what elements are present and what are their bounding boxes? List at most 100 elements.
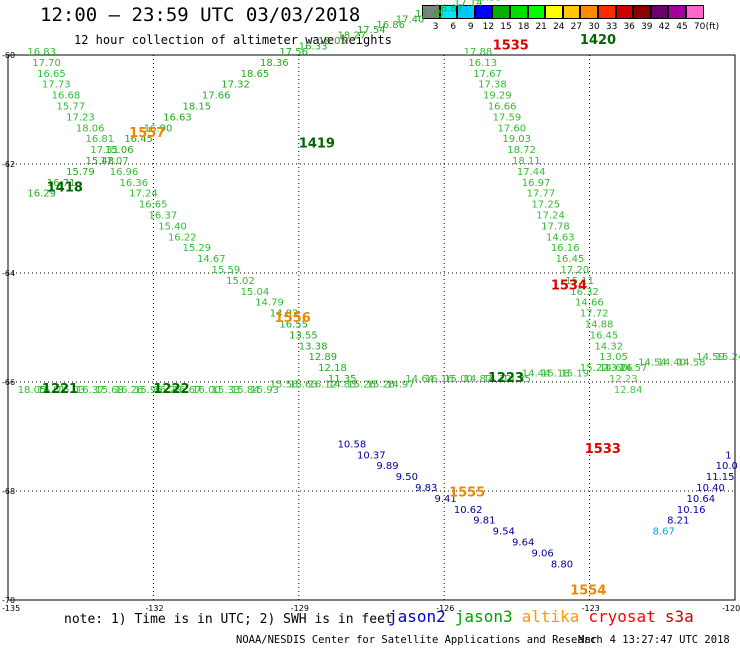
swh-value: 18.11 bbox=[512, 156, 541, 167]
swh-value: 15.93 bbox=[250, 385, 279, 396]
pass-time-label: 1223 bbox=[488, 371, 524, 386]
swh-value: 16.16 bbox=[551, 243, 580, 254]
map-title: 12:00 — 23:59 UTC 03/03/2018 bbox=[40, 4, 361, 26]
swh-value: 17.44 bbox=[517, 167, 546, 178]
colorbar-swatch bbox=[510, 5, 528, 19]
swh-value: 19.03 bbox=[502, 134, 531, 145]
swh-value: 15.95 bbox=[134, 385, 163, 396]
swh-value: 14.67 bbox=[197, 254, 226, 265]
swh-value: 16.22 bbox=[168, 232, 197, 243]
swh-value: 17.70 bbox=[32, 58, 61, 69]
colorbar-label: 9 bbox=[467, 22, 474, 32]
swh-value: 8.21 bbox=[667, 516, 689, 527]
swh-value: 9.50 bbox=[396, 472, 418, 483]
satellite-legend: jason2 jason3 altika cryosat s3a bbox=[388, 607, 694, 626]
swh-value: 16.37 bbox=[76, 385, 105, 396]
swh-value: 15.77 bbox=[56, 102, 85, 113]
swh-value: 14.72 bbox=[483, 374, 512, 385]
colorbar-swatch bbox=[686, 5, 704, 19]
swh-value: 17.23 bbox=[66, 112, 95, 123]
map-frame bbox=[7, 54, 736, 601]
legend-altika: altika bbox=[521, 607, 580, 626]
swh-value: 11.35 bbox=[328, 374, 357, 385]
swh-value: 16.00 bbox=[192, 385, 221, 396]
swh-value: 17.32 bbox=[221, 80, 250, 91]
pass-time-label: 1557 bbox=[129, 126, 165, 141]
swh-value: 9.64 bbox=[512, 538, 534, 549]
swh-value: 14.54 bbox=[638, 358, 667, 369]
pass-time-label: 1418 bbox=[47, 180, 83, 195]
swh-value: 14.40 bbox=[657, 358, 686, 369]
pass-time-label: 1535 bbox=[493, 39, 529, 54]
swh-value: 19.29 bbox=[483, 91, 512, 102]
swh-value: 15.58 bbox=[270, 379, 299, 390]
swh-value: 15.02 bbox=[226, 276, 255, 287]
swh-value: 17.40 bbox=[396, 14, 425, 25]
swh-value: 15.79 bbox=[66, 167, 95, 178]
swh-value: 16.29 bbox=[27, 189, 56, 200]
swh-value: 16.63 bbox=[163, 112, 192, 123]
colorbar-label: 45 bbox=[676, 22, 688, 32]
swh-value: 15.19 bbox=[561, 369, 590, 380]
swh-value: 14.97 bbox=[386, 379, 415, 390]
swh-value: 17.67 bbox=[473, 69, 502, 80]
swh-value: 1 bbox=[725, 450, 731, 461]
swh-value: 16.67 bbox=[173, 385, 202, 396]
swh-value: 17.66 bbox=[202, 91, 231, 102]
swh-value: 9.54 bbox=[493, 527, 515, 538]
swh-value: 17.88 bbox=[464, 47, 493, 58]
swh-value: 17.20 bbox=[561, 265, 590, 276]
swh-value: 12.23 bbox=[609, 374, 638, 385]
swh-value: 14.60 bbox=[599, 363, 628, 374]
colorbar-swatch bbox=[650, 5, 669, 19]
swh-value: 10.0 bbox=[716, 461, 738, 472]
swh-value: 16.65 bbox=[139, 200, 168, 211]
swh-value: 10.37 bbox=[357, 450, 386, 461]
pass-time-label: 1419 bbox=[299, 137, 335, 152]
swh-value: 15.63 bbox=[289, 379, 318, 390]
colorbar-swatch bbox=[545, 5, 563, 19]
swh-value: 17.24 bbox=[536, 211, 565, 222]
swh-value: 8.67 bbox=[653, 527, 675, 538]
swh-value: 13.38 bbox=[299, 341, 328, 352]
swh-value: 17.78 bbox=[541, 221, 570, 232]
colorbar-label: 24 bbox=[553, 22, 565, 32]
swh-value: 16.90 bbox=[144, 123, 173, 134]
colorbar-label: 30 bbox=[588, 22, 600, 32]
credit-text: NOAA/NESDIS Center for Satellite Applica… bbox=[236, 634, 603, 646]
swh-value: 9.89 bbox=[376, 461, 398, 472]
colorbar-label: (ft) bbox=[705, 22, 720, 32]
pass-time-label: 1221 bbox=[42, 382, 78, 397]
swh-value: 14.83 bbox=[270, 309, 299, 320]
swh-value: 18.05 bbox=[18, 385, 47, 396]
swh-value: 12.84 bbox=[614, 385, 643, 396]
swh-value: 17.77 bbox=[527, 189, 556, 200]
lon-label: -120 bbox=[722, 604, 740, 613]
swh-value: 15.24 bbox=[716, 352, 740, 363]
map-subtitle: 12 hour collection of altimeter wave hei… bbox=[74, 33, 392, 47]
colorbar-label: 36 bbox=[623, 22, 635, 32]
swh-value: 14.83 bbox=[328, 379, 357, 390]
colorbar-label: 33 bbox=[605, 22, 618, 32]
pass-time-label: 1533 bbox=[585, 442, 621, 457]
swh-value: 17.25 bbox=[531, 200, 560, 211]
swh-value: 17.59 bbox=[493, 112, 522, 123]
swh-value: 17.38 bbox=[478, 80, 507, 91]
swh-value: 16.45 bbox=[556, 254, 585, 265]
swh-value: 15.22 bbox=[580, 363, 609, 374]
swh-value: 15.48 bbox=[86, 156, 115, 167]
note-text: note: 1) Time is in UTC; 2) SWH is in fe… bbox=[64, 612, 393, 627]
swh-value: 16.86 bbox=[376, 20, 405, 31]
swh-value: 15.06 bbox=[105, 145, 134, 156]
swh-value: 15.33 bbox=[212, 385, 241, 396]
swh-value: 18.36 bbox=[260, 58, 289, 69]
colorbar-label: 39 bbox=[641, 22, 653, 32]
swh-value: 16.97 bbox=[522, 178, 551, 189]
lat-label: -68 bbox=[2, 487, 15, 496]
swh-value: 14.57 bbox=[619, 363, 648, 374]
swh-value: 16.53 bbox=[473, 0, 502, 4]
lon-label: -135 bbox=[2, 604, 20, 613]
swh-value: 14.87 bbox=[464, 374, 493, 385]
swh-value: 17.60 bbox=[498, 123, 527, 134]
